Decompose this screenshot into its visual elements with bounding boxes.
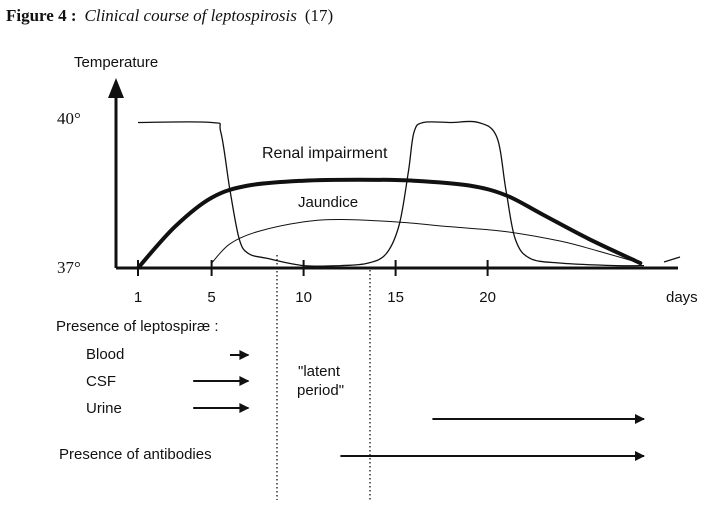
axes: Temperature days 40° 37° 1 5 10 15 20 [57,54,698,306]
presence-heading: Presence of leptospiræ : [56,318,219,335]
series-label-renal-impairment: Renal impairment [262,145,388,162]
curves [136,120,681,270]
antibodies-label: Presence of antibodies [59,446,212,463]
x-tick-label-10: 10 [295,289,312,306]
x-tick-label-5: 5 [207,289,215,306]
latent-period-line1: "latent [298,363,341,380]
x-axis-label: days [666,289,698,306]
figure-label: Figure 4 : [6,6,77,25]
series-line-renal-impairment [136,177,643,270]
y-axis-label: Temperature [74,54,158,71]
series-line-jaundice [211,218,641,264]
presence-arrows [193,350,645,461]
figure-title-text: Clinical course of leptospirosis [85,6,298,25]
presence-label-blood: Blood [86,346,124,363]
presence-label-csf: CSF [86,373,116,390]
x-tick-label-15: 15 [387,289,404,306]
curve-end-tick [663,256,681,263]
figure-ref: (17) [305,6,333,25]
series-line-temperature [137,120,645,267]
y-tick-label-37: 37° [57,258,81,277]
y-tick-label-40: 40° [57,109,81,128]
x-tick-label-1: 1 [134,289,142,306]
figure-title: Figure 4 : Clinical course of leptospiro… [6,6,333,25]
latent-period-label: "latent period" [297,363,344,399]
presence-label-urine: Urine [86,400,122,417]
y-axis-arrow [108,78,124,98]
series-label-jaundice: Jaundice [298,194,358,211]
latent-period-line2: period" [297,382,344,399]
x-tick-label-20: 20 [479,289,496,306]
